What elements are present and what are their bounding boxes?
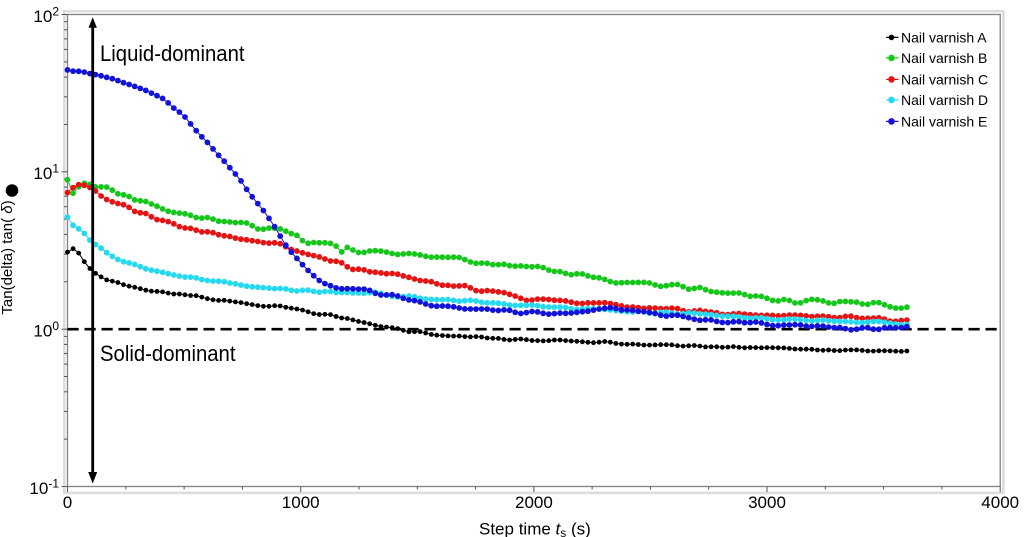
svg-text:Nail varnish D: Nail varnish D (901, 92, 988, 108)
svg-text:0: 0 (63, 493, 72, 512)
svg-text:3000: 3000 (748, 493, 786, 512)
svg-text:4000: 4000 (981, 493, 1019, 512)
svg-text:Solid-dominant: Solid-dominant (100, 341, 236, 366)
svg-text:2000: 2000 (515, 493, 553, 512)
svg-text:Nail varnish B: Nail varnish B (901, 50, 987, 66)
svg-text:Nail varnish A: Nail varnish A (901, 29, 987, 45)
svg-text:Nail varnish C: Nail varnish C (901, 71, 988, 87)
svg-text:Step time ts (s): Step time ts (s) (479, 520, 591, 537)
svg-text:Nail varnish E: Nail varnish E (901, 113, 987, 129)
svg-text:Tan(delta) tan( δ): Tan(delta) tan( δ) (0, 200, 16, 314)
svg-text:1000: 1000 (282, 493, 320, 512)
svg-text:Liquid-dominant: Liquid-dominant (100, 41, 245, 66)
